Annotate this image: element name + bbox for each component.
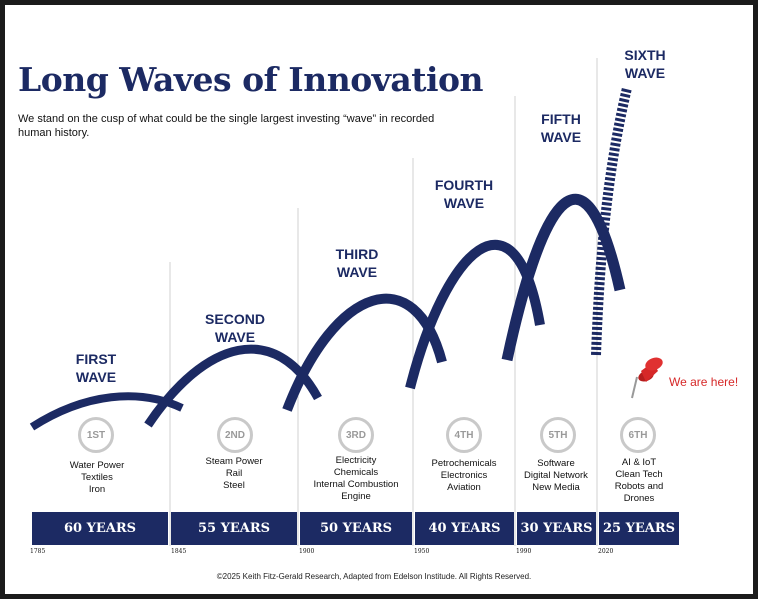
year-label: 1990 bbox=[516, 548, 532, 555]
industries-list-fifth: Software Digital Network New Media bbox=[524, 458, 588, 493]
page-title: Long Waves of Innovation bbox=[18, 60, 484, 99]
we-are-here-label: We are here! bbox=[669, 375, 739, 389]
duration-bar: 55 YEARS bbox=[171, 512, 297, 545]
copyright-footer: ©2025 Keith Fitz-Gerald Research, Adapte… bbox=[216, 572, 532, 581]
year-label: 2020 bbox=[598, 548, 614, 555]
duration-bar: 25 YEARS bbox=[599, 512, 679, 545]
wave-arc-fifth bbox=[501, 193, 626, 362]
page-subtitle: We stand on the cusp of what could be th… bbox=[18, 113, 435, 139]
industries-list-first: Water Power Textiles Iron bbox=[69, 460, 125, 495]
wave-label-first: FIRST WAVE bbox=[75, 351, 117, 385]
wave-number-badge: 4TH bbox=[446, 417, 482, 453]
year-label: 1950 bbox=[414, 548, 430, 555]
wave-label-fifth: FIFTH WAVE bbox=[540, 111, 582, 145]
wave-number-badge: 1ST bbox=[78, 417, 114, 453]
wave-arc-sixth bbox=[591, 86, 632, 356]
wave-number-badge: 2ND bbox=[217, 417, 253, 453]
push-pin-icon bbox=[631, 357, 663, 399]
duration-bar: 40 YEARS bbox=[415, 512, 514, 545]
wave-label-third: THIRD WAVE bbox=[335, 246, 379, 280]
year-label: 1900 bbox=[299, 548, 315, 555]
industries-list-sixth: AI & IoT Clean Tech Robots and Drones bbox=[614, 457, 664, 504]
industries-list-third: Electricity Chemicals Internal Combustion E… bbox=[313, 455, 399, 502]
wave-number-badge: 3RD bbox=[338, 417, 374, 453]
duration-bar: 60 YEARS bbox=[32, 512, 168, 545]
year-label: 1785 bbox=[30, 548, 46, 555]
wave-label-sixth: SIXTH WAVE bbox=[624, 47, 666, 81]
duration-bar: 50 YEARS bbox=[300, 512, 412, 545]
wave-label-fourth: FOURTH WAVE bbox=[434, 177, 494, 211]
duration-bar: 30 YEARS bbox=[517, 512, 596, 545]
industries-list-fourth: Petrochemicals Electronics Aviation bbox=[431, 458, 497, 493]
wave-number-badge: 6TH bbox=[620, 417, 656, 453]
wave-label-second: SECOND WAVE bbox=[205, 311, 265, 345]
wave-number-badge: 5TH bbox=[540, 417, 576, 453]
year-label: 1845 bbox=[171, 548, 187, 555]
industries-list-second: Steam Power Rail Steel bbox=[205, 456, 263, 491]
